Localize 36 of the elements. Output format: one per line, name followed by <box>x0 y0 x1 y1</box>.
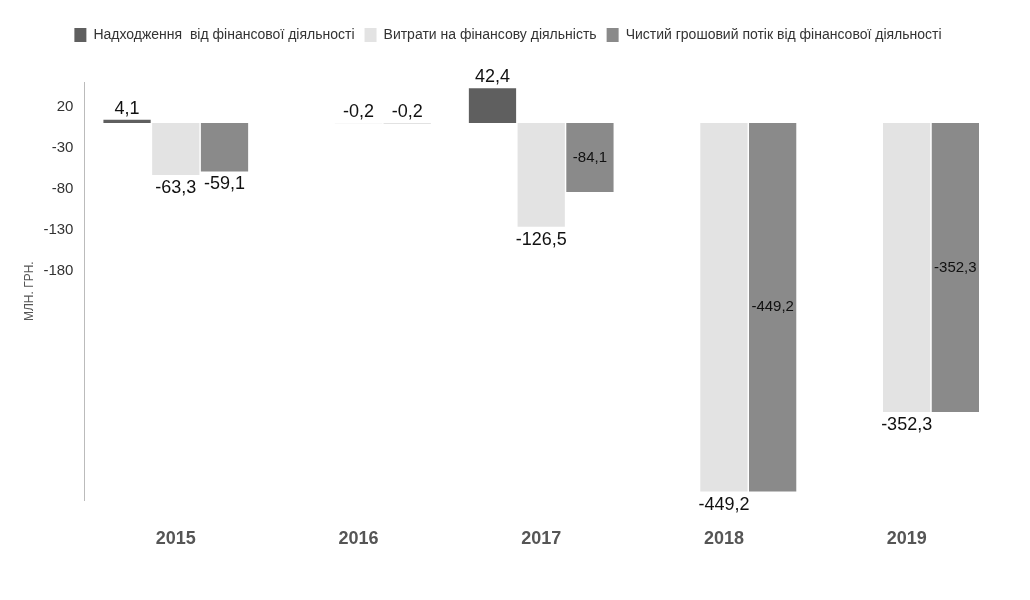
y-tick-label: -130 <box>43 219 74 237</box>
data-label: 4,1 <box>114 97 140 118</box>
data-label: -449,2 <box>751 297 794 315</box>
bar <box>931 123 979 413</box>
data-label: -449,2 <box>698 493 750 514</box>
y-axis-title: МЛН. ГРН. <box>21 261 36 322</box>
y-tick-label: -80 <box>51 178 74 196</box>
data-label: -126,5 <box>515 228 567 249</box>
bar <box>517 123 565 227</box>
y-tick-label: 20 <box>56 96 74 114</box>
bar <box>468 88 517 124</box>
bar <box>749 123 797 492</box>
data-label: -63,3 <box>155 176 197 197</box>
data-label: -352,3 <box>881 414 933 435</box>
bar <box>883 123 931 413</box>
x-tick-label: 2016 <box>338 528 379 549</box>
bar <box>566 123 614 193</box>
legend-label: Витрати на фінансову діяльність <box>383 25 597 42</box>
legend-label: Чистий грошовий потік від фінансової діяльності <box>625 25 942 42</box>
bar <box>200 123 249 172</box>
data-label: -352,3 <box>934 257 977 275</box>
x-tick-label: 2018 <box>703 528 744 549</box>
legend-label: Надходження від фінансової діяльності <box>93 25 355 42</box>
data-label: 42,4 <box>474 66 511 87</box>
bar <box>152 123 200 175</box>
x-tick-label: 2015 <box>155 528 196 549</box>
data-label: -0,2 <box>391 100 423 121</box>
bar <box>103 119 151 124</box>
bar <box>700 123 748 492</box>
x-tick-label: 2019 <box>886 528 927 549</box>
data-label: -59,1 <box>203 173 246 194</box>
y-tick-label: -30 <box>51 137 74 155</box>
data-label: -84,1 <box>572 147 608 165</box>
x-tick-label: 2017 <box>521 528 562 549</box>
y-tick-label: -180 <box>43 260 74 278</box>
data-label: -0,2 <box>342 100 375 121</box>
